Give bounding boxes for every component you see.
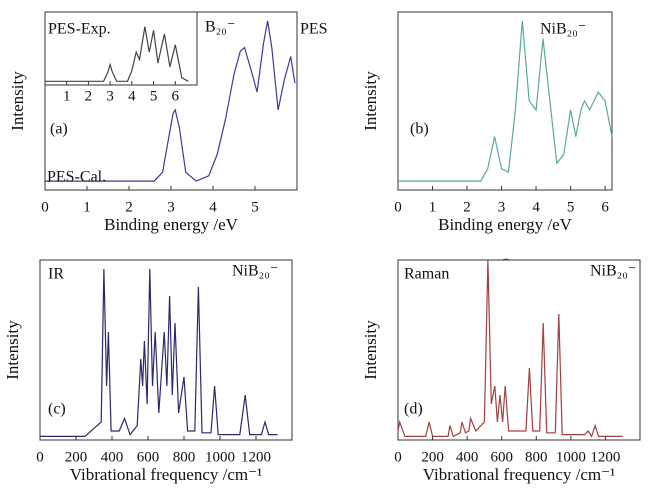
annotation: (b) <box>410 121 429 138</box>
y-axis-label: Intensity <box>3 320 22 380</box>
x-tick-label: 1000 <box>205 449 235 465</box>
x-tick-label: 5 <box>251 199 259 215</box>
x-axis-label: Vibrational frequency /cm⁻¹ <box>423 465 615 484</box>
x-tick-label: 4 <box>128 88 136 104</box>
x-tick-label: 0 <box>394 199 402 215</box>
x-tick-label: 1 <box>429 199 437 215</box>
series-label: PES-Exp. <box>48 21 111 38</box>
x-tick-label: 200 <box>421 449 444 465</box>
x-tick-label: 5 <box>150 88 158 104</box>
x-tick-label: 0 <box>41 199 49 215</box>
x-tick-label: 1200 <box>590 449 620 465</box>
series-label: PES-Cal. <box>47 169 106 186</box>
series-label: Raman <box>404 266 449 283</box>
x-tick-label: 1000 <box>556 449 586 465</box>
x-tick-label: 5 <box>567 199 575 215</box>
x-tick-label: 0 <box>36 449 44 465</box>
annotation: (d) <box>404 401 423 418</box>
x-tick-label: 400 <box>456 449 479 465</box>
series-label: IR <box>48 266 64 283</box>
figure: 012345Binding energy /eVIntensityPES-Cal… <box>0 0 652 489</box>
x-tick-label: 2 <box>125 199 133 215</box>
x-tick-label: 800 <box>525 449 548 465</box>
annotation: NiB₂₀⁻ <box>590 263 636 280</box>
x-tick-label: 1200 <box>241 449 271 465</box>
x-tick-label: 600 <box>490 449 513 465</box>
annotation: (c) <box>48 401 66 418</box>
annotation: (a) <box>50 121 68 138</box>
x-axis-label: Binding energy /eV <box>438 215 572 234</box>
x-tick-label: 2 <box>85 88 93 104</box>
x-tick-label: 800 <box>173 449 196 465</box>
plot-frame <box>398 12 612 190</box>
annotation: NiB₂₀⁻ <box>232 263 278 280</box>
x-tick-label: 1 <box>63 88 71 104</box>
x-tick-label: 0 <box>394 449 402 465</box>
x-tick-label: 4 <box>532 199 540 215</box>
y-axis-label: Intensity <box>361 320 380 380</box>
x-tick-label: 3 <box>106 88 114 104</box>
x-tick-label: 6 <box>172 88 180 104</box>
x-tick-label: 6 <box>601 199 609 215</box>
annotation: PES <box>300 21 328 38</box>
x-tick-label: 1 <box>83 199 91 215</box>
y-axis-label: Intensity <box>361 71 380 131</box>
x-tick-label: 2 <box>463 199 471 215</box>
plot-frame <box>40 260 292 440</box>
x-tick-label: 4 <box>209 199 217 215</box>
x-tick-label: 600 <box>137 449 160 465</box>
x-tick-label: 3 <box>167 199 175 215</box>
y-axis-label: Intensity <box>8 71 27 131</box>
x-tick-label: 400 <box>101 449 124 465</box>
x-tick-label: 3 <box>498 199 506 215</box>
annotation: B₂₀⁻ <box>205 19 235 36</box>
annotation: NiB₂₀⁻ <box>540 21 586 38</box>
x-tick-label: 200 <box>65 449 88 465</box>
plot-frame <box>398 260 640 440</box>
x-axis-label: Vibrational frequency /cm⁻¹ <box>70 465 262 484</box>
x-axis-label: Binding energy /eV <box>104 215 238 234</box>
